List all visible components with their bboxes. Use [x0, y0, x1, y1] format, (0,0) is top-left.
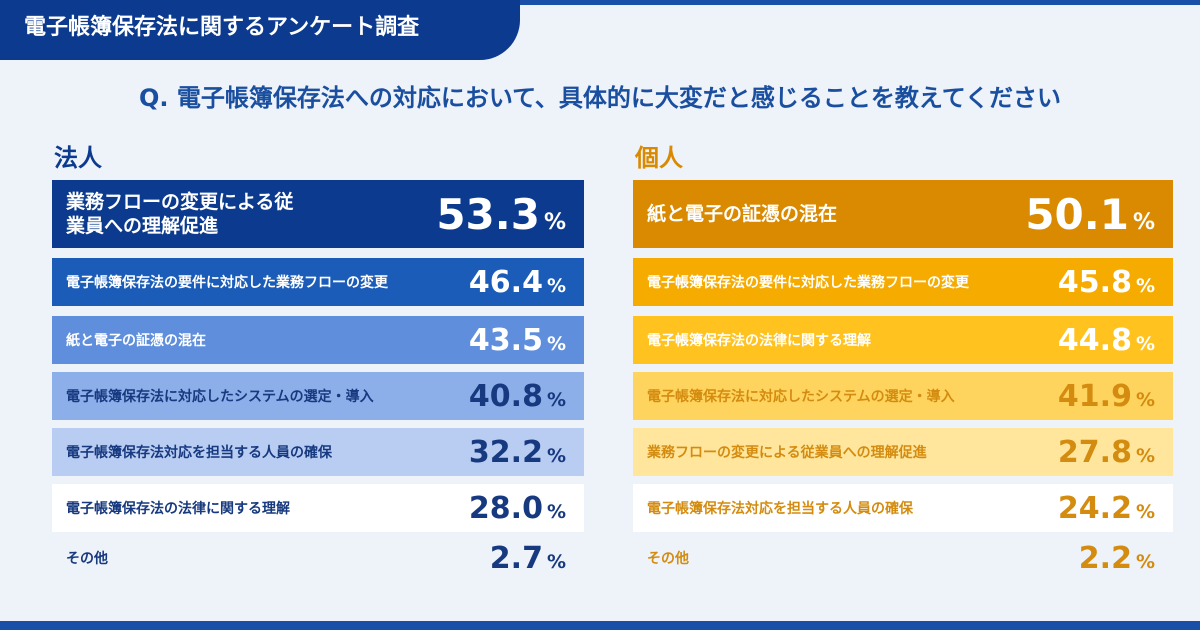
- percent-unit: %: [546, 388, 566, 411]
- row-label: 電子帳簿保存法対応を担当する人員の確保: [647, 501, 913, 517]
- panel-title: 法人: [54, 144, 102, 172]
- percent-unit: %: [546, 444, 566, 467]
- percent-unit: %: [1132, 209, 1155, 235]
- percent-unit: %: [1135, 388, 1155, 411]
- row-label: 紙と電子の証憑の混在: [66, 333, 206, 349]
- percent-unit: %: [1135, 332, 1155, 355]
- percent-unit: %: [1135, 500, 1155, 523]
- header-title: 電子帳簿保存法に関するアンケート調査: [0, 0, 520, 60]
- percent-value: 46.4: [468, 264, 543, 300]
- row-label: 電子帳簿保存法に対応したシステムの選定・導入: [647, 389, 955, 405]
- result-row: 紙と電子の証憑の混在 43.5%: [52, 316, 584, 364]
- percent-value: 24.2: [1057, 490, 1132, 526]
- row-value: 2.7%: [490, 541, 566, 576]
- row-label: 電子帳簿保存法の法律に関する理解: [66, 501, 290, 517]
- percent-value: 53.3: [436, 189, 540, 239]
- result-row: 電子帳簿保存法の法律に関する理解 28.0%: [52, 484, 584, 532]
- percent-value: 41.9: [1057, 378, 1132, 414]
- result-row: 電子帳簿保存法の要件に対応した業務フローの変更 46.4%: [52, 258, 584, 306]
- result-row: 電子帳簿保存法に対応したシステムの選定・導入 40.8%: [52, 372, 584, 420]
- row-value: 44.8%: [1058, 323, 1155, 358]
- percent-unit: %: [546, 550, 566, 573]
- percent-unit: %: [543, 209, 566, 235]
- panel-title: 個人: [635, 144, 683, 172]
- row-value: 2.2%: [1079, 541, 1155, 576]
- row-value: 50.1%: [1025, 190, 1155, 239]
- row-label: 紙と電子の証憑の混在: [647, 203, 838, 225]
- percent-unit: %: [1135, 444, 1155, 467]
- percent-value: 27.8: [1057, 434, 1132, 470]
- row-label: その他: [647, 551, 689, 567]
- percent-value: 28.0: [468, 490, 543, 526]
- top-line: [0, 0, 1200, 5]
- row-value: 53.3%: [436, 190, 566, 239]
- row-value: 43.5%: [469, 323, 566, 358]
- row-value: 28.0%: [469, 491, 566, 526]
- row-label: 電子帳簿保存法対応を担当する人員の確保: [66, 445, 332, 461]
- question: Q. 電子帳簿保存法への対応において、具体的に大変だと感じることを教えてください: [138, 84, 1062, 112]
- result-row: 業務フローの変更による従業員への理解促進 27.8%: [633, 428, 1173, 476]
- percent-value: 50.1: [1025, 189, 1129, 239]
- percent-value: 2.2: [1078, 540, 1132, 576]
- row-value: 32.2%: [469, 435, 566, 470]
- percent-value: 44.8: [1057, 322, 1132, 358]
- row-label: 電子帳簿保存法の要件に対応した業務フローの変更: [647, 275, 969, 291]
- result-row: 電子帳簿保存法の要件に対応した業務フローの変更 45.8%: [633, 258, 1173, 306]
- row-label: 電子帳簿保存法に対応したシステムの選定・導入: [66, 389, 374, 405]
- result-row: 紙と電子の証憑の混在 50.1%: [633, 180, 1173, 248]
- percent-unit: %: [546, 274, 566, 297]
- percent-value: 2.7: [489, 540, 543, 576]
- percent-value: 45.8: [1057, 264, 1132, 300]
- result-row: 電子帳簿保存法の法律に関する理解 44.8%: [633, 316, 1173, 364]
- result-row: 電子帳簿保存法対応を担当する人員の確保 24.2%: [633, 484, 1173, 532]
- row-value: 27.8%: [1058, 435, 1155, 470]
- percent-value: 43.5: [468, 322, 543, 358]
- percent-value: 32.2: [468, 434, 543, 470]
- result-row: 業務フローの変更による従業員への理解促進 53.3%: [52, 180, 584, 248]
- percent-unit: %: [1135, 274, 1155, 297]
- percent-unit: %: [546, 500, 566, 523]
- bottom-bar: [0, 621, 1200, 630]
- result-row: その他 2.7%: [52, 536, 584, 580]
- row-label: 業務フローの変更による従業員への理解促進: [647, 445, 927, 461]
- percent-unit: %: [546, 332, 566, 355]
- row-value: 46.4%: [469, 265, 566, 300]
- row-label: 業務フローの変更による従業員への理解促進: [66, 191, 294, 237]
- result-row: その他 2.2%: [633, 536, 1173, 580]
- row-label: その他: [66, 551, 108, 567]
- result-row: 電子帳簿保存法対応を担当する人員の確保 32.2%: [52, 428, 584, 476]
- result-row: 電子帳簿保存法に対応したシステムの選定・導入 41.9%: [633, 372, 1173, 420]
- row-label: 電子帳簿保存法の要件に対応した業務フローの変更: [66, 275, 388, 291]
- percent-unit: %: [1135, 550, 1155, 573]
- row-label: 電子帳簿保存法の法律に関する理解: [647, 333, 871, 349]
- row-value: 45.8%: [1058, 265, 1155, 300]
- row-value: 41.9%: [1058, 379, 1155, 414]
- row-value: 24.2%: [1058, 491, 1155, 526]
- percent-value: 40.8: [468, 378, 543, 414]
- row-value: 40.8%: [469, 379, 566, 414]
